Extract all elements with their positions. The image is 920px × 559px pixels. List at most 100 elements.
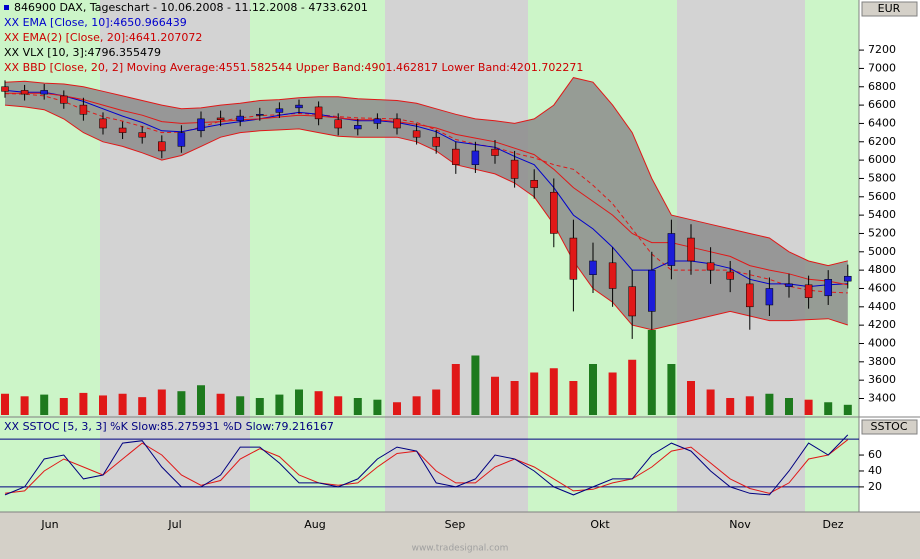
shade <box>0 0 100 512</box>
candle-body <box>197 118 205 132</box>
candle-body <box>99 118 107 129</box>
candle-body <box>79 104 88 115</box>
candle-body <box>138 132 146 138</box>
candle-body <box>804 284 813 298</box>
volume-bar <box>608 372 617 415</box>
candle-body <box>824 279 832 297</box>
candle-body <box>275 108 284 113</box>
stoch-tick-label: 40 <box>868 464 882 477</box>
volume-bar <box>432 389 441 415</box>
volume-bar <box>510 381 519 415</box>
volume-bar <box>275 394 284 415</box>
y-tick-label: 5800 <box>868 171 896 184</box>
volume-bar <box>785 398 793 415</box>
candle-body <box>550 191 558 234</box>
shade <box>385 0 528 512</box>
volume-bar <box>99 395 107 415</box>
y-tick-label: 6800 <box>868 80 896 93</box>
y-tick-label: 3600 <box>868 373 896 386</box>
volume-bar <box>20 396 29 415</box>
volume-bar <box>745 396 754 415</box>
volume-bar <box>412 396 421 415</box>
currency: EUR <box>878 2 901 15</box>
stoch-tick-label: 20 <box>868 480 882 493</box>
candle-body <box>216 117 225 121</box>
volume-bar <box>373 399 382 415</box>
volume-bar <box>255 398 264 415</box>
y-tick-label: 5200 <box>868 226 896 239</box>
candle-body <box>354 125 362 130</box>
volume-bar <box>706 389 715 415</box>
volume-bar <box>177 391 186 415</box>
candle-body <box>334 119 342 129</box>
volume-bar <box>667 364 676 415</box>
volume-bar <box>353 398 362 415</box>
volume-bar <box>824 402 833 415</box>
y-tick-label: 7000 <box>868 61 896 74</box>
volume-bar <box>40 394 49 415</box>
candle-body <box>491 148 499 156</box>
y-tick-label: 6600 <box>868 98 896 111</box>
volume-bar <box>726 398 735 415</box>
candle-body <box>765 288 774 306</box>
candle-body <box>393 118 401 129</box>
candle-body <box>569 237 578 280</box>
candle-body <box>314 106 323 120</box>
stoch-axis-box <box>861 419 918 435</box>
volume-bar <box>295 389 303 415</box>
y-tick-label: 6000 <box>868 153 896 166</box>
x-tick-label: Jun <box>40 518 58 531</box>
legend-entry: XX EMA(2) [Close, 20]:4641.207072 <box>4 31 202 44</box>
x-tick-label: Sep <box>445 518 466 531</box>
candle-body <box>177 132 186 147</box>
volume-bar <box>314 391 323 415</box>
candle-body <box>510 159 519 179</box>
y-tick-label: 6400 <box>868 116 896 129</box>
y-tick-label: 5600 <box>868 190 896 203</box>
volume-bar <box>393 402 401 415</box>
candle-body <box>158 141 166 152</box>
candle-body <box>60 95 68 104</box>
shade <box>250 0 385 512</box>
candle-body <box>295 104 303 109</box>
candle-body <box>530 180 538 188</box>
legend-entry: XX BBD [Close, 20, 2] Moving Average:455… <box>4 61 583 74</box>
upper-band <box>4 77 848 267</box>
candle-body <box>20 90 29 95</box>
candle-body <box>412 130 421 138</box>
volume-bar <box>138 397 147 415</box>
footer: www.tradesignal.com <box>412 544 509 554</box>
volume-bar <box>59 398 68 415</box>
candle-body <box>256 114 264 116</box>
lower-band <box>4 104 848 331</box>
volume-bar <box>334 396 343 415</box>
x-tick-label: Nov <box>729 518 751 531</box>
x-tick-label: Okt <box>590 518 610 531</box>
y-tick-label: 4800 <box>868 263 896 276</box>
volume-bar <box>687 381 695 415</box>
candle-body <box>667 233 676 266</box>
volume-bar <box>647 330 656 415</box>
candle-body <box>687 237 695 262</box>
candle-body <box>589 260 597 275</box>
ema-line <box>5 92 848 286</box>
currency-box <box>861 1 918 17</box>
shade <box>805 0 859 512</box>
candle-body <box>452 148 460 165</box>
candle-body <box>844 275 852 282</box>
candle-body <box>608 262 617 289</box>
stoch-axis-title: SSTOC <box>870 420 907 433</box>
candle-body <box>471 150 480 165</box>
volume-bar <box>843 404 852 415</box>
volume-bar <box>569 381 578 415</box>
candle-body <box>40 90 48 95</box>
volume-bar <box>804 399 813 415</box>
candle-body <box>726 271 734 280</box>
volume-bar <box>471 355 480 415</box>
candle-body <box>746 283 754 308</box>
volume-bar <box>1 393 9 415</box>
candle-body <box>628 286 636 317</box>
candle-body <box>785 283 793 287</box>
volume-bar <box>530 372 539 415</box>
candle-body <box>118 127 127 133</box>
